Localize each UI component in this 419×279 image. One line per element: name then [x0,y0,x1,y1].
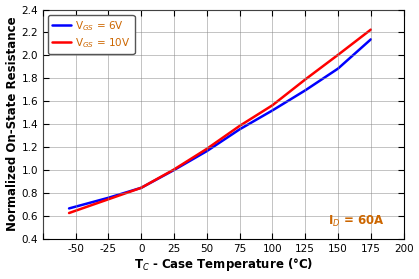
Legend: V$_{GS}$ = 6V, V$_{GS}$ = 10V: V$_{GS}$ = 6V, V$_{GS}$ = 10V [48,15,134,54]
Line: V$_{GS}$ = 6V: V$_{GS}$ = 6V [69,39,371,208]
Line: V$_{GS}$ = 10V: V$_{GS}$ = 10V [69,30,371,213]
V$_{GS}$ = 10V [67,211,72,215]
V$_{GS}$ = 10V [270,104,275,107]
V$_{GS}$ = 10V [204,147,210,150]
V$_{GS}$ = 6V [270,109,275,112]
V$_{GS}$ = 6V [139,186,144,189]
V$_{GS}$ = 6V [303,89,308,92]
V$_{GS}$ = 6V [237,128,242,131]
V$_{GS}$ = 6V [336,67,341,70]
V$_{GS}$ = 6V [67,207,72,210]
V$_{GS}$ = 6V [106,196,111,199]
V$_{GS}$ = 10V [139,186,144,189]
X-axis label: T$_C$ - Case Temperature (°C): T$_C$ - Case Temperature (°C) [134,256,313,273]
Y-axis label: Normalized On-State Resistance: Normalized On-State Resistance [5,17,18,232]
Text: I$_D$ = 60A: I$_D$ = 60A [328,214,385,229]
V$_{GS}$ = 6V [204,150,210,153]
V$_{GS}$ = 10V [336,53,341,57]
V$_{GS}$ = 10V [171,168,176,171]
V$_{GS}$ = 10V [368,28,373,31]
V$_{GS}$ = 10V [303,78,308,81]
V$_{GS}$ = 10V [237,124,242,128]
V$_{GS}$ = 6V [171,168,176,172]
V$_{GS}$ = 6V [368,38,373,41]
V$_{GS}$ = 10V [106,198,111,201]
